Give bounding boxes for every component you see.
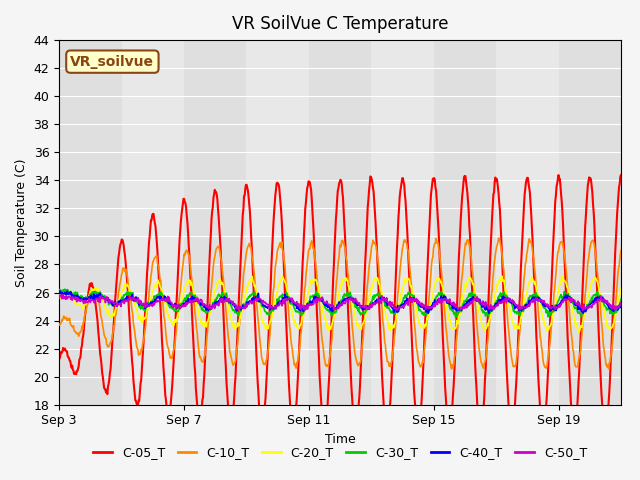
C-30_T (76, 296, 84, 301)
C-50_T (509, 298, 517, 304)
C-20_T (260, 320, 268, 325)
C-50_T (260, 299, 268, 305)
C-20_T (558, 273, 566, 279)
C-05_T (617, 172, 625, 178)
C-50_T (617, 302, 625, 308)
C-50_T (291, 300, 298, 305)
C-05_T (188, 292, 195, 298)
C-50_T (76, 297, 84, 303)
C-10_T (617, 247, 625, 253)
C-05_T (509, 417, 517, 423)
Line: C-20_T: C-20_T (59, 276, 621, 332)
Line: C-10_T: C-10_T (59, 238, 621, 369)
Bar (309, 40, 371, 405)
C-20_T (76, 302, 83, 308)
C-40_T (510, 303, 518, 309)
C-20_T (55, 295, 63, 300)
C-20_T (575, 329, 582, 335)
C-10_T (510, 363, 518, 369)
C-05_T (76, 357, 83, 362)
C-30_T (61, 286, 69, 292)
C-05_T (260, 416, 268, 421)
C-40_T (374, 299, 382, 305)
C-20_T (617, 285, 625, 291)
Line: C-50_T: C-50_T (59, 295, 621, 311)
C-10_T (55, 322, 63, 327)
C-40_T (485, 311, 493, 316)
C-20_T (374, 275, 381, 281)
Text: VR_soilvue: VR_soilvue (70, 55, 154, 69)
C-05_T (476, 429, 484, 435)
Bar (184, 40, 246, 405)
Title: VR SoilVue C Temperature: VR SoilVue C Temperature (232, 15, 449, 33)
C-30_T (188, 291, 196, 297)
C-20_T (290, 316, 298, 322)
Legend: C-05_T, C-10_T, C-20_T, C-30_T, C-40_T, C-50_T: C-05_T, C-10_T, C-20_T, C-30_T, C-40_T, … (88, 441, 592, 464)
C-50_T (55, 295, 63, 301)
C-05_T (55, 356, 63, 362)
C-10_T (495, 235, 502, 241)
C-40_T (260, 302, 268, 308)
Y-axis label: Soil Temperature (C): Soil Temperature (C) (15, 158, 28, 287)
X-axis label: Time: Time (324, 433, 355, 446)
Bar (434, 40, 496, 405)
C-40_T (617, 301, 625, 307)
Line: C-40_T: C-40_T (59, 291, 621, 313)
C-30_T (617, 296, 625, 302)
C-10_T (448, 366, 456, 372)
Bar (559, 40, 621, 405)
C-30_T (510, 306, 518, 312)
C-40_T (291, 302, 298, 308)
C-10_T (76, 330, 83, 336)
C-05_T (374, 261, 381, 266)
C-10_T (290, 356, 298, 362)
C-10_T (188, 273, 195, 279)
C-30_T (291, 305, 298, 311)
C-50_T (188, 298, 196, 303)
C-20_T (509, 321, 516, 326)
Bar (59, 40, 122, 405)
C-40_T (55, 289, 63, 295)
C-50_T (59, 292, 67, 298)
C-30_T (260, 306, 268, 312)
Line: C-05_T: C-05_T (59, 175, 621, 432)
C-10_T (260, 361, 268, 367)
C-30_T (452, 315, 460, 321)
C-20_T (188, 279, 195, 285)
C-10_T (374, 255, 381, 261)
C-30_T (374, 293, 382, 299)
C-50_T (374, 296, 382, 302)
Line: C-30_T: C-30_T (59, 289, 621, 318)
C-05_T (290, 424, 298, 430)
C-40_T (76, 295, 84, 301)
C-30_T (55, 287, 63, 293)
C-40_T (56, 288, 63, 294)
C-40_T (188, 294, 196, 300)
C-50_T (579, 308, 586, 313)
